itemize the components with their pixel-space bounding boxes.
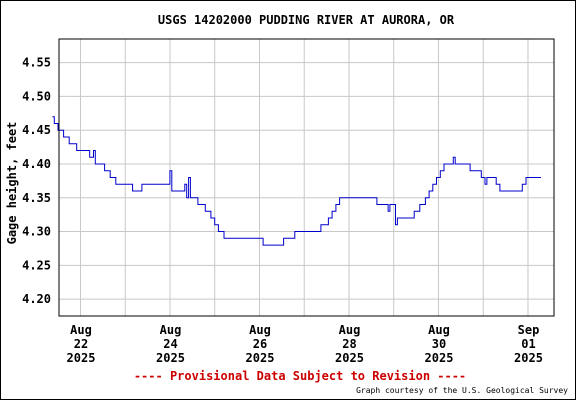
y-axis-label: Gage height, feet — [5, 122, 19, 245]
x-tick-label: 30 — [432, 337, 446, 351]
x-tick-label: 26 — [253, 337, 267, 351]
x-tick-label: Aug — [70, 323, 92, 337]
y-tick-label: 4.30 — [22, 225, 51, 239]
y-tick-label: 4.50 — [22, 89, 51, 103]
y-tick-label: 4.20 — [22, 292, 51, 306]
x-tick-label: 22 — [74, 337, 88, 351]
x-tick-label: 2025 — [425, 351, 454, 365]
x-tick-label: 2025 — [67, 351, 96, 365]
x-tick-label: 2025 — [246, 351, 275, 365]
y-tick-label: 4.40 — [22, 157, 51, 171]
x-tick-label: 24 — [163, 337, 177, 351]
series-layer — [52, 116, 541, 246]
plot-area-border — [58, 38, 555, 317]
x-tick-label: 01 — [521, 337, 535, 351]
y-tick-label: 4.35 — [22, 191, 51, 205]
provisional-data-notice: ---- Provisional Data Subject to Revisio… — [134, 369, 466, 383]
x-tick-label: Aug — [428, 323, 450, 337]
x-tick-label: 2025 — [335, 351, 364, 365]
y-tick-labels: 4.20 4.25 4.30 4.35 4.40 4.45 4.50 4.55 — [22, 56, 51, 306]
x-tick-labels: Aug222025Aug242025Aug262025Aug282025Aug3… — [67, 323, 543, 365]
x-tick-label: 2025 — [514, 351, 543, 365]
x-tick-label: Aug — [339, 323, 361, 337]
grid-layer — [59, 39, 554, 316]
x-tick-label: 28 — [342, 337, 356, 351]
chart-title: USGS 14202000 PUDDING RIVER AT AURORA, O… — [158, 13, 455, 27]
gage-height-series-line — [52, 116, 541, 246]
x-tick-label: Aug — [249, 323, 271, 337]
x-tick-label: Sep — [518, 323, 540, 337]
usgs-credit: Graph courtesy of the U.S. Geological Su… — [356, 386, 568, 395]
y-tick-label: 4.45 — [22, 123, 51, 137]
x-tick-label: Aug — [160, 323, 182, 337]
y-tick-label: 4.55 — [22, 56, 51, 70]
y-tick-label: 4.25 — [22, 258, 51, 272]
x-tick-label: 2025 — [156, 351, 185, 365]
